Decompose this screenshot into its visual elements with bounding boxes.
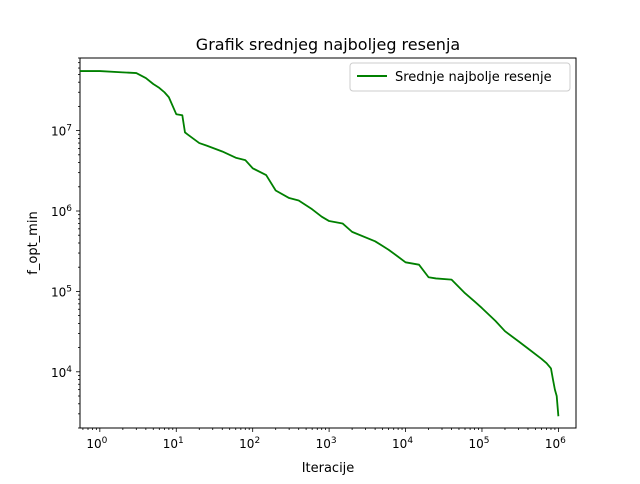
y-tick-label: 106 [51,204,72,219]
legend-label-srednje: Srednje najbolje resenje [395,70,552,85]
x-tick-label: 105 [468,436,489,451]
y-tick-label: 104 [51,365,72,380]
series-lines [80,70,560,417]
axes: 100 101 102 103 104 105 106 104 105 106 107 [51,57,577,451]
y-tick-label: 105 [51,284,72,299]
x-axis-label: Iteracije [302,461,355,476]
chart-title: Grafik srednjeg najboljeg resenja [196,35,460,54]
y-axis-label: f_opt_min [26,211,41,274]
x-tick-label: 102 [239,436,260,451]
y-tick-label: 107 [51,124,72,139]
legend-box [349,62,571,92]
x-axis-ticks: 100 101 102 103 104 105 106 [82,428,566,451]
x-tick-label: 100 [86,436,107,451]
x-tick-label: 103 [316,436,337,451]
x-tick-label: 104 [392,436,413,451]
series-line-0 [80,70,560,417]
x-tick-label: 106 [545,436,566,451]
x-tick-label: 101 [163,436,184,451]
legend: Srednje najbolje resenje [349,62,571,92]
y-axis-ticks: 104 105 106 107 [51,57,80,429]
